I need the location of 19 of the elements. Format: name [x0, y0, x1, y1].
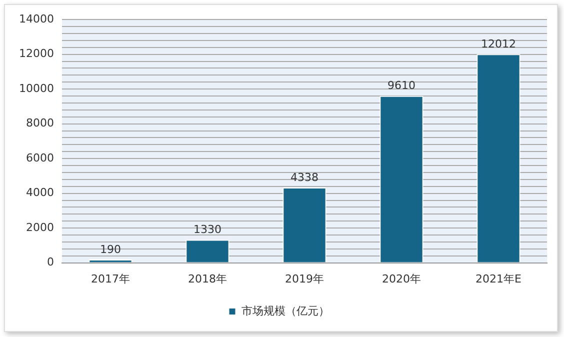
legend-label: 市场规模（亿元） [241, 304, 330, 318]
data-label: 190 [100, 242, 121, 256]
x-tick-label: 2021年E [476, 272, 522, 286]
x-tick-label: 2020年 [382, 272, 421, 286]
data-label: 1330 [193, 223, 222, 236]
y-tick-label: 14000 [18, 12, 54, 26]
data-label: 9610 [388, 79, 416, 92]
y-tick-label: 6000 [26, 151, 54, 164]
y-tick-label: 8000 [26, 116, 54, 130]
x-tick-label: 2018年 [188, 272, 227, 286]
x-tick-label: 2017年 [90, 272, 130, 286]
y-tick-label: 4000 [26, 186, 54, 200]
data-label: 12012 [481, 37, 516, 50]
x-tick-label: 2019年 [284, 272, 324, 286]
y-tick-label: 12000 [18, 47, 54, 60]
y-tick-label: 0 [46, 256, 54, 269]
y-tick-label: 10000 [18, 82, 54, 95]
data-label: 4338 [290, 170, 318, 184]
y-tick-label: 2000 [26, 220, 54, 234]
